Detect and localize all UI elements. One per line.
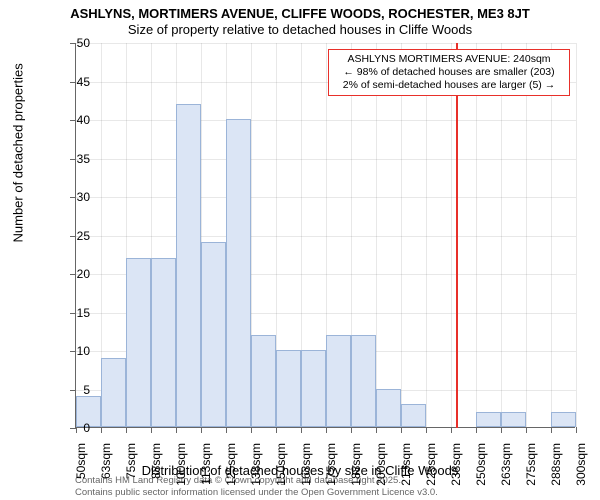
y-tick-label: 15	[77, 306, 90, 320]
y-tick-label: 0	[83, 421, 90, 435]
grid-line-v	[526, 43, 527, 428]
x-tick	[576, 427, 577, 433]
chart-container: ASHLYNS, MORTIMERS AVENUE, CLIFFE WOODS,…	[0, 0, 600, 500]
histogram-bar	[126, 258, 151, 427]
x-tick-label: 50sqm	[74, 443, 88, 493]
y-tick	[70, 159, 76, 160]
y-tick-label: 30	[77, 190, 90, 204]
grid-line-v	[426, 43, 427, 428]
grid-line-v	[576, 43, 577, 428]
x-tick	[451, 427, 452, 433]
x-tick-label: 125sqm	[224, 443, 238, 493]
grid-line-v	[501, 43, 502, 428]
x-tick	[326, 427, 327, 433]
x-tick	[101, 427, 102, 433]
y-tick-label: 10	[77, 344, 90, 358]
reference-line	[456, 43, 458, 428]
x-tick	[501, 427, 502, 433]
x-tick	[176, 427, 177, 433]
annotation-line3: 2% of semi-detached houses are larger (5…	[334, 79, 564, 92]
y-tick	[70, 274, 76, 275]
x-tick-label: 63sqm	[99, 443, 113, 493]
histogram-bar	[176, 104, 201, 427]
x-tick	[351, 427, 352, 433]
y-tick	[70, 43, 76, 44]
grid-line-v	[451, 43, 452, 428]
y-tick-label: 40	[77, 113, 90, 127]
x-tick	[401, 427, 402, 433]
grid-line-v	[476, 43, 477, 428]
chart-title: ASHLYNS, MORTIMERS AVENUE, CLIFFE WOODS,…	[0, 6, 600, 21]
x-tick	[376, 427, 377, 433]
y-tick	[70, 351, 76, 352]
histogram-bar	[326, 335, 351, 427]
plot-area: ASHLYNS MORTIMERS AVENUE: 240sqm ← 98% o…	[75, 43, 575, 428]
histogram-bar	[501, 412, 526, 427]
histogram-bar	[151, 258, 176, 427]
x-tick	[301, 427, 302, 433]
x-tick-label: 188sqm	[349, 443, 363, 493]
x-tick	[476, 427, 477, 433]
y-tick	[70, 120, 76, 121]
x-tick	[76, 427, 77, 433]
x-tick-label: 225sqm	[424, 443, 438, 493]
y-tick	[70, 390, 76, 391]
chart-subtitle: Size of property relative to detached ho…	[0, 22, 600, 37]
y-tick-label: 25	[77, 229, 90, 243]
x-tick-label: 200sqm	[374, 443, 388, 493]
x-tick-label: 175sqm	[324, 443, 338, 493]
x-tick-label: 300sqm	[574, 443, 588, 493]
y-tick-label: 35	[77, 152, 90, 166]
grid-line-v	[551, 43, 552, 428]
histogram-bar	[376, 389, 401, 428]
y-tick-label: 50	[77, 36, 90, 50]
x-tick	[151, 427, 152, 433]
histogram-bar	[301, 350, 326, 427]
annotation-line2: ← 98% of detached houses are smaller (20…	[334, 66, 564, 79]
grid-line-v	[376, 43, 377, 428]
x-tick-label: 88sqm	[149, 443, 163, 493]
y-tick	[70, 236, 76, 237]
x-tick	[126, 427, 127, 433]
x-tick	[551, 427, 552, 433]
x-tick-label: 263sqm	[499, 443, 513, 493]
histogram-bar	[226, 119, 251, 427]
y-tick-label: 5	[83, 383, 90, 397]
histogram-bar	[201, 242, 226, 427]
x-tick	[426, 427, 427, 433]
histogram-bar	[551, 412, 576, 427]
histogram-bar	[401, 404, 426, 427]
y-tick-label: 45	[77, 75, 90, 89]
histogram-bar	[351, 335, 376, 427]
x-tick-label: 138sqm	[249, 443, 263, 493]
x-tick	[526, 427, 527, 433]
y-axis-label: Number of detached properties	[11, 63, 26, 242]
grid-line-v	[401, 43, 402, 428]
x-tick-label: 163sqm	[299, 443, 313, 493]
x-tick-label: 100sqm	[174, 443, 188, 493]
x-tick	[226, 427, 227, 433]
annotation-line1: ASHLYNS MORTIMERS AVENUE: 240sqm	[334, 53, 564, 66]
histogram-bar	[251, 335, 276, 427]
x-tick-label: 275sqm	[524, 443, 538, 493]
x-tick-label: 213sqm	[399, 443, 413, 493]
x-tick	[201, 427, 202, 433]
x-tick	[276, 427, 277, 433]
histogram-bar	[476, 412, 501, 427]
x-tick-label: 250sqm	[474, 443, 488, 493]
x-tick-label: 288sqm	[549, 443, 563, 493]
histogram-bar	[276, 350, 301, 427]
annotation-box: ASHLYNS MORTIMERS AVENUE: 240sqm ← 98% o…	[328, 49, 570, 96]
x-tick-label: 238sqm	[449, 443, 463, 493]
histogram-bar	[101, 358, 126, 427]
y-tick-label: 20	[77, 267, 90, 281]
y-tick	[70, 197, 76, 198]
y-tick	[70, 313, 76, 314]
y-tick	[70, 82, 76, 83]
x-tick-label: 75sqm	[124, 443, 138, 493]
x-tick-label: 113sqm	[199, 443, 213, 493]
x-tick-label: 150sqm	[274, 443, 288, 493]
x-tick	[251, 427, 252, 433]
